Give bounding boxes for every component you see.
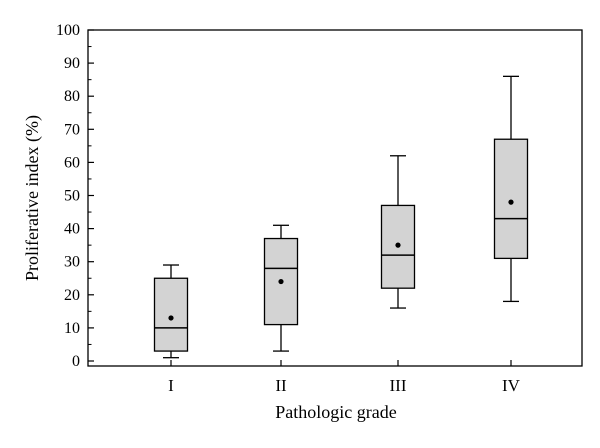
y-tick-label: 100 <box>56 22 80 39</box>
box-grade-II <box>263 224 299 352</box>
box-grade-I <box>153 264 189 359</box>
iqr-box <box>153 277 189 352</box>
x-tick-label: I <box>168 376 174 395</box>
y-tick-label: 40 <box>64 221 80 238</box>
x-tick-label: IV <box>502 376 521 395</box>
boxes-group <box>153 75 529 359</box>
mean-point <box>278 278 284 285</box>
y-tick-label: 10 <box>64 320 80 337</box>
y-tick-label: 0 <box>72 353 80 370</box>
x-axis-label: Pathologic grade <box>275 402 396 422</box>
y-axis-label: Proliferative index (%) <box>22 115 43 281</box>
y-tick-label: 30 <box>64 254 80 271</box>
iqr-box <box>493 138 529 260</box>
x-tick-label: III <box>390 376 407 395</box>
mean-point <box>168 315 174 321</box>
y-tick-label: 70 <box>64 121 80 138</box>
y-tick-label: 50 <box>64 188 80 205</box>
box-grade-IV <box>493 75 529 303</box>
plot-frame <box>87 29 583 367</box>
y-axis: 0 10 20 30 40 50 60 70 80 90 100 <box>56 22 94 370</box>
x-axis: I II III IV <box>168 360 521 395</box>
x-tick-label: II <box>275 376 287 395</box>
mean-point <box>395 242 401 248</box>
y-tick-label: 90 <box>64 55 80 72</box>
y-tick-label: 60 <box>64 154 80 171</box>
box-grade-III <box>380 155 416 309</box>
mean-point <box>508 199 514 205</box>
y-tick-label: 20 <box>64 287 80 304</box>
y-tick-label: 80 <box>64 88 80 105</box>
